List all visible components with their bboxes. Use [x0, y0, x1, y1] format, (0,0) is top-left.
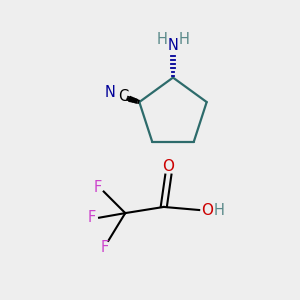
- Text: H: H: [178, 32, 189, 46]
- Text: N: N: [168, 38, 178, 53]
- Text: C: C: [118, 89, 128, 104]
- Text: H: H: [157, 32, 168, 46]
- Text: N: N: [105, 85, 116, 100]
- Text: H: H: [214, 202, 225, 217]
- Text: F: F: [87, 210, 95, 225]
- Text: F: F: [100, 240, 109, 255]
- Text: F: F: [93, 180, 102, 195]
- Text: O: O: [201, 202, 213, 217]
- Text: O: O: [162, 159, 174, 174]
